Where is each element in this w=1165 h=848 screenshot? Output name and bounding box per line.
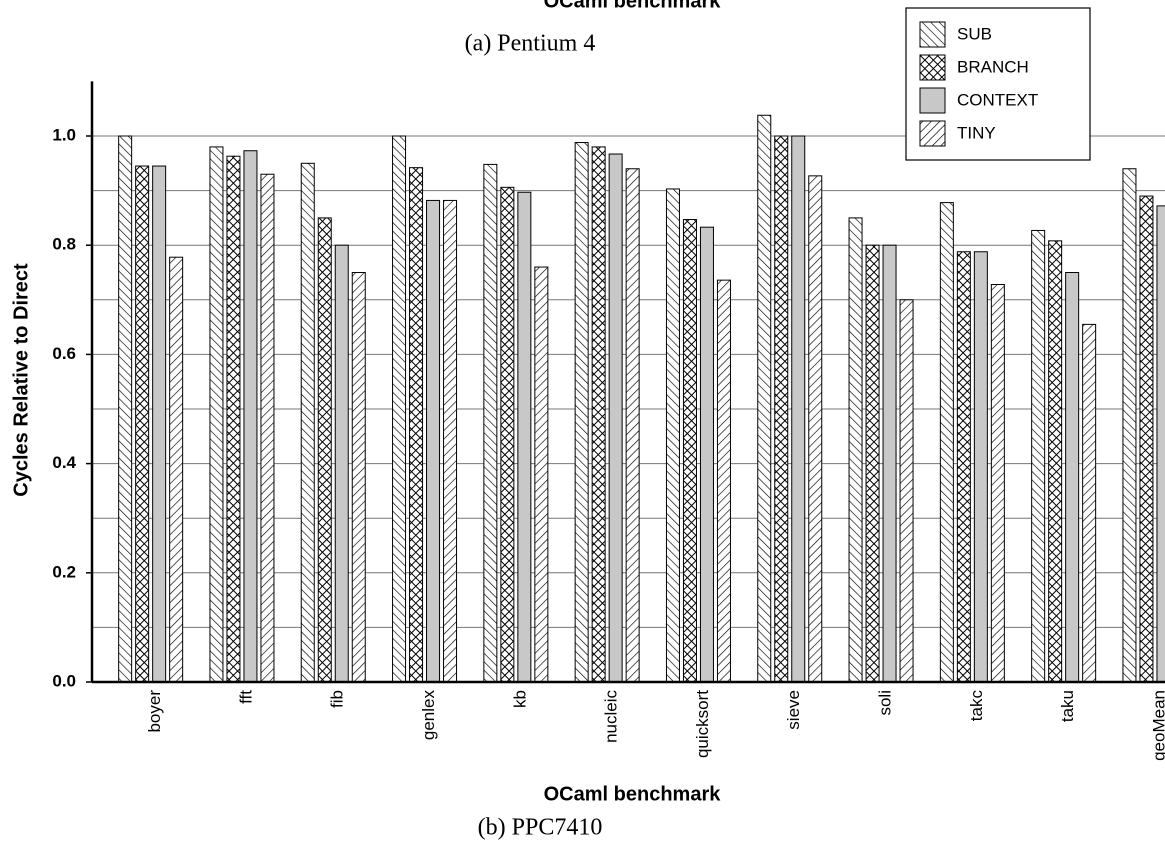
bar [1031, 229, 1046, 683]
bar [591, 146, 606, 683]
bar [152, 165, 167, 683]
bar [351, 272, 366, 683]
bar [973, 251, 988, 683]
y-tick-label: 0.8 [52, 235, 76, 254]
y-tick-label: 1.0 [52, 125, 76, 144]
bar [990, 284, 1005, 683]
bar [1048, 240, 1063, 683]
x-tick-label: boyer [145, 690, 164, 733]
bar [848, 217, 863, 683]
x-tick-label: fib [328, 690, 347, 708]
x-tick-label: soli [876, 690, 895, 716]
bar [260, 173, 275, 683]
x-axis-label: OCaml benchmark [544, 783, 722, 805]
bar [517, 191, 532, 683]
bar [882, 244, 897, 683]
bar [209, 146, 224, 683]
axes: 0.0 0.2 0.4 0.6 0.8 1.0 boyer fft fib genlex kb nuc… [52, 81, 1165, 761]
bar [317, 217, 332, 683]
bar [899, 299, 914, 683]
x-tick-label: quicksort [693, 690, 712, 758]
legend-label: SUB [957, 24, 992, 43]
bar [716, 279, 731, 683]
legend-label: TINY [957, 123, 996, 142]
bar [392, 135, 407, 683]
bar [1139, 195, 1154, 683]
bar [625, 168, 640, 683]
bar [169, 256, 184, 683]
bar [443, 199, 458, 683]
x-tick-label: nucleic [602, 690, 621, 743]
x-tick-label: genlex [419, 690, 438, 741]
y-tick-label: 0.0 [52, 671, 76, 690]
bar [500, 186, 515, 683]
bar [608, 153, 623, 683]
bar [791, 135, 806, 683]
bar [939, 202, 954, 683]
bar [334, 244, 349, 683]
legend: SUB BRANCH CONTEXT TINY [905, 7, 1091, 161]
bar [243, 150, 258, 683]
legend-swatch [919, 120, 946, 147]
x-tick-label: taku [1058, 690, 1077, 722]
y-tick-label: 0.2 [52, 562, 76, 581]
bar [1082, 323, 1097, 683]
bar [808, 175, 823, 683]
bar [483, 163, 498, 683]
bars [118, 114, 1165, 683]
bar [300, 162, 315, 683]
y-tick-label: 0.4 [52, 453, 76, 472]
y-axis-label: Cycles Relative to Direct [10, 263, 32, 497]
legend-label: BRANCH [957, 57, 1029, 76]
legend-swatch [919, 21, 946, 48]
bar [865, 244, 880, 683]
bar [409, 167, 424, 683]
bar [774, 135, 789, 683]
bar [956, 251, 971, 683]
bar [426, 199, 441, 683]
x-tick-label: geoMean [1149, 690, 1165, 761]
x-tick-label: kb [510, 690, 529, 708]
bar [1065, 272, 1080, 683]
bar [534, 266, 549, 683]
legend-swatch [919, 87, 946, 114]
bar [574, 142, 589, 683]
x-tick-label: fft [236, 690, 255, 704]
legend-swatch [919, 54, 946, 81]
bar [135, 165, 150, 683]
x-tick-label: takc [967, 690, 986, 722]
y-tick-label: 0.6 [52, 344, 76, 363]
bar [1156, 205, 1165, 683]
bar [118, 135, 133, 683]
bar [1122, 168, 1137, 683]
bar [226, 155, 241, 683]
top-caption-title: OCaml benchmark [544, 0, 722, 12]
bar [665, 188, 680, 683]
caption: (b) PPC7410 [478, 815, 603, 841]
top-caption: (a) Pentium 4 [465, 31, 596, 57]
x-tick-label: sieve [784, 690, 803, 730]
legend-label: CONTEXT [957, 90, 1038, 109]
bar [757, 114, 772, 683]
bar [682, 219, 697, 683]
bar [699, 226, 714, 683]
